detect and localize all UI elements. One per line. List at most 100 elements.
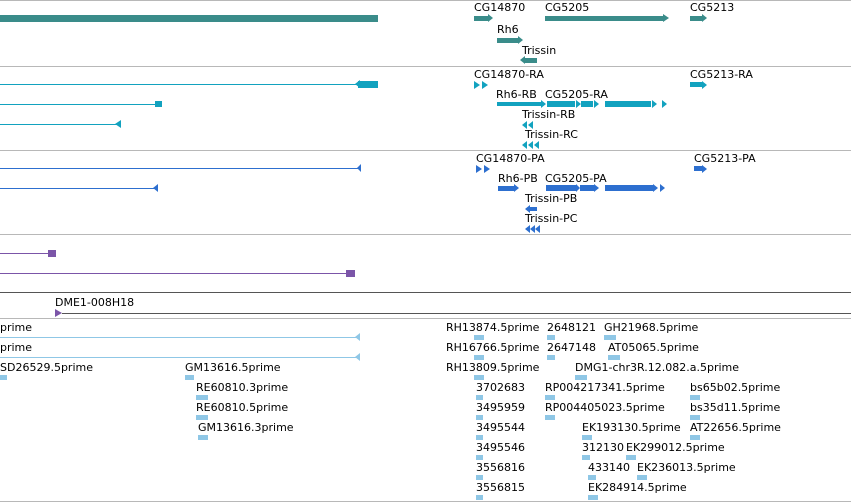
protein-cg5205-pa-exon[interactable] (605, 185, 653, 191)
est-feature[interactable] (545, 395, 555, 400)
transcript-label-cg5205-ra[interactable]: CG5205-RA (545, 88, 608, 101)
est-feature[interactable] (547, 355, 555, 360)
est-feature[interactable] (575, 375, 587, 380)
est-label-sd26529[interactable]: SD26529.5prime (0, 361, 93, 374)
est-label-3495544[interactable]: 3495544 (476, 421, 525, 434)
est-feature[interactable] (474, 335, 484, 340)
clone-line[interactable] (62, 313, 851, 314)
transcript-label-rh6-rb[interactable]: Rh6-RB (496, 88, 537, 101)
protein-cg5205-pa-exon[interactable] (580, 185, 594, 191)
est-feature[interactable] (588, 475, 596, 480)
est-label-rp004405023[interactable]: RP004405023.5prime (545, 401, 665, 414)
est-feature[interactable] (474, 355, 484, 360)
est-feature[interactable] (626, 455, 636, 460)
est-feature[interactable] (690, 435, 700, 440)
est-label-ek284914[interactable]: EK284914.5prime (588, 481, 687, 494)
est-label-ek299012[interactable]: EK299012.5prime (626, 441, 725, 454)
est-label-3702683[interactable]: 3702683 (476, 381, 525, 394)
est-feature[interactable] (476, 415, 483, 420)
est-label-bs65b02[interactable]: bs65b02.5prime (690, 381, 781, 394)
est-label-rh16766[interactable]: RH16766.5prime (446, 341, 540, 354)
transcript-cg5205-ra-exon[interactable] (605, 101, 651, 107)
est-label-3556816[interactable]: 3556816 (476, 461, 525, 474)
est-label-dmg1[interactable]: DMG1-chr3R.12.082.a.5prime (575, 361, 740, 374)
est-line[interactable] (0, 357, 358, 358)
protein-label-trissin-pb[interactable]: Trissin-PB (525, 192, 578, 205)
transcript-cg5213-ra[interactable] (690, 82, 702, 87)
est-label-rh13809[interactable]: RH13809.5prime (446, 361, 540, 374)
est-feature[interactable] (545, 415, 555, 420)
feature-exon[interactable] (346, 270, 355, 277)
est-feature[interactable] (474, 375, 484, 380)
protein-cg5205-pa-exon[interactable] (546, 185, 576, 191)
est-feature[interactable] (196, 395, 208, 400)
protein-cg5213-pa[interactable] (694, 166, 702, 171)
gene-label-cg5205[interactable]: CG5205 (545, 1, 590, 14)
transcript-label-trissin-rc[interactable]: Trissin-RC (525, 128, 578, 141)
feature-line[interactable] (0, 273, 350, 274)
protein-intron-line[interactable] (0, 168, 360, 169)
est-label-312130[interactable]: 312130 (582, 441, 624, 454)
gene-label-cg5213[interactable]: CG5213 (690, 1, 735, 14)
est-label-rh13874[interactable]: RH13874.5prime (446, 321, 540, 334)
protein-label-cg5213-pa[interactable]: CG5213-PA (694, 152, 756, 165)
est-feature[interactable] (198, 435, 208, 440)
protein-label-cg5205-pa[interactable]: CG5205-PA (545, 172, 607, 185)
est-feature[interactable] (582, 435, 592, 440)
est-feature[interactable] (608, 355, 620, 360)
transcript-exon[interactable] (358, 81, 378, 88)
est-feature[interactable] (476, 495, 483, 500)
est-feature[interactable] (476, 475, 483, 480)
est-feature[interactable] (476, 435, 483, 440)
est-label[interactable]: prime (0, 341, 33, 354)
est-label-gm13616-3[interactable]: GM13616.3prime (198, 421, 294, 434)
est-label-gh21968[interactable]: GH21968.5prime (604, 321, 699, 334)
feature-line[interactable] (0, 253, 50, 254)
est-feature[interactable] (588, 495, 598, 500)
est-label-gm13616-5[interactable]: GM13616.5prime (185, 361, 281, 374)
protein-trissin-pb[interactable] (530, 207, 537, 211)
clone-label-dme1[interactable]: DME1-008H18 (55, 296, 135, 309)
est-label-2647148[interactable]: 2647148 (547, 341, 596, 354)
est-feature[interactable] (185, 375, 194, 380)
est-label-ek236013[interactable]: EK236013.5prime (637, 461, 736, 474)
gene-rh6[interactable] (497, 38, 518, 43)
est-label-3495546[interactable]: 3495546 (476, 441, 525, 454)
est-label-3495959[interactable]: 3495959 (476, 401, 525, 414)
gene-label-rh6[interactable]: Rh6 (497, 23, 519, 36)
est-feature[interactable] (690, 415, 700, 420)
est-feature[interactable] (547, 335, 555, 340)
transcript-label-trissin-rb[interactable]: Trissin-RB (522, 108, 576, 121)
gene-trissin[interactable] (525, 58, 537, 63)
gene-cg5205[interactable] (545, 16, 663, 21)
transcript-cg5205-ra-exon[interactable] (547, 101, 575, 107)
protein-label-trissin-pc[interactable]: Trissin-PC (525, 212, 578, 225)
gene-cg14870[interactable] (474, 16, 488, 21)
gene-label-cg14870[interactable]: CG14870 (474, 1, 526, 14)
protein-intron-line[interactable] (0, 188, 155, 189)
est-label[interactable]: prime (0, 321, 33, 334)
gene-bar-left[interactable] (0, 15, 378, 22)
est-feature[interactable] (690, 395, 700, 400)
protein-label-rh6-pb[interactable]: Rh6-PB (498, 172, 538, 185)
gene-cg5213[interactable] (690, 16, 702, 21)
est-label-bs35d11[interactable]: bs35d11.5prime (690, 401, 781, 414)
est-feature[interactable] (637, 475, 647, 480)
est-label-at05065[interactable]: AT05065.5prime (608, 341, 699, 354)
protein-label-cg14870-pa[interactable]: CG14870-PA (476, 152, 545, 165)
est-label-ek193130[interactable]: EK193130.5prime (582, 421, 681, 434)
est-feature[interactable] (0, 375, 7, 380)
transcript-intron-line[interactable] (0, 104, 155, 105)
est-label-at22656[interactable]: AT22656.5prime (690, 421, 781, 434)
feature-exon[interactable] (48, 250, 56, 257)
est-label-rp004217341[interactable]: RP004217341.5prime (545, 381, 665, 394)
est-label-2648121[interactable]: 2648121 (547, 321, 596, 334)
est-feature[interactable] (196, 415, 208, 420)
transcript-label-cg14870-ra[interactable]: CG14870-RA (474, 68, 544, 81)
est-feature[interactable] (476, 395, 483, 400)
est-label-3556815[interactable]: 3556815 (476, 481, 525, 494)
est-label-re60810-5[interactable]: RE60810.5prime (196, 401, 289, 414)
est-feature[interactable] (604, 335, 616, 340)
transcript-intron-line[interactable] (0, 124, 117, 125)
est-label-re60810-3[interactable]: RE60810.3prime (196, 381, 289, 394)
